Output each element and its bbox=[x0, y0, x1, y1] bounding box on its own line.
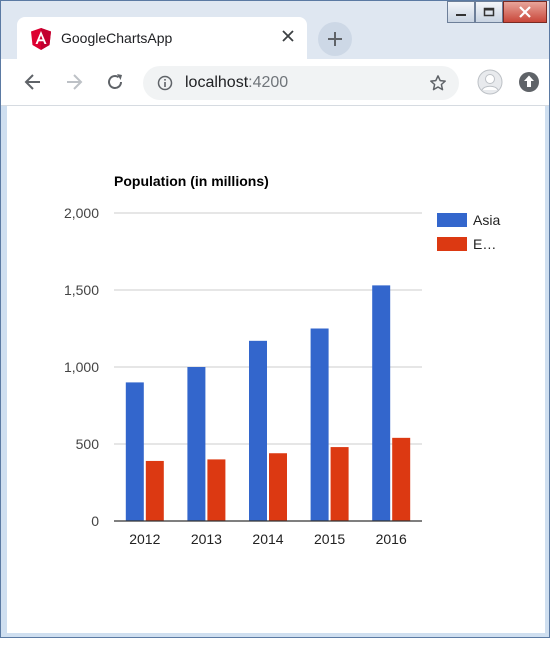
x-tick-label: 2014 bbox=[252, 531, 283, 547]
bar-europe-2016 bbox=[392, 437, 411, 521]
x-tick-label: 2013 bbox=[191, 531, 222, 547]
y-tick-label: 0 bbox=[91, 513, 99, 529]
reload-icon[interactable] bbox=[105, 72, 125, 92]
legend-swatch-asia bbox=[437, 213, 467, 227]
back-arrow-icon[interactable] bbox=[23, 72, 43, 92]
x-tick-label: 2012 bbox=[129, 531, 160, 547]
browser-window: GoogleChartsApp localhost:4200 bbox=[0, 0, 550, 638]
window-close-icon bbox=[519, 6, 531, 18]
bar-asia-2016 bbox=[372, 285, 391, 521]
star-icon[interactable] bbox=[429, 74, 447, 92]
population-chart: Population (in millions) 0 500 1,000 1,500 2,… bbox=[64, 173, 500, 547]
chart-title: Population (in millions) bbox=[114, 173, 269, 189]
x-tick-label: 2015 bbox=[314, 531, 345, 547]
bar-asia-2014 bbox=[249, 340, 267, 521]
profile-avatar-icon[interactable] bbox=[477, 69, 503, 95]
tab-close-icon[interactable] bbox=[281, 29, 295, 43]
tab-title: GoogleChartsApp bbox=[61, 30, 173, 46]
info-icon[interactable] bbox=[157, 75, 173, 91]
window-close-button[interactable] bbox=[503, 1, 547, 23]
y-tick-label: 1,500 bbox=[64, 282, 99, 298]
y-tick-label: 2,000 bbox=[64, 205, 99, 221]
url-text[interactable]: localhost:4200 bbox=[185, 74, 288, 92]
title-bar: GoogleChartsApp bbox=[1, 1, 549, 59]
bar-asia-2015 bbox=[310, 328, 329, 521]
bar-asia-2012 bbox=[125, 382, 144, 521]
browser-tab[interactable]: GoogleChartsApp bbox=[17, 17, 307, 59]
url-port: :4200 bbox=[248, 74, 289, 91]
legend-swatch-europe bbox=[437, 237, 467, 251]
legend-label-europe: E… bbox=[473, 236, 496, 252]
maximize-icon bbox=[483, 7, 495, 17]
bar-europe-2014 bbox=[269, 453, 287, 521]
update-icon[interactable] bbox=[518, 71, 540, 93]
bar-europe-2015 bbox=[330, 447, 349, 521]
bar-asia-2013 bbox=[187, 367, 206, 521]
y-tick-label: 500 bbox=[76, 436, 100, 452]
x-tick-label: 2016 bbox=[376, 531, 407, 547]
address-bar[interactable]: localhost:4200 bbox=[143, 66, 459, 100]
angular-logo-icon bbox=[31, 28, 51, 50]
new-tab-button[interactable] bbox=[318, 22, 352, 56]
window-controls bbox=[447, 1, 547, 23]
page-viewport: Population (in millions) 0 500 1,000 1,500 2,… bbox=[7, 106, 545, 633]
browser-toolbar: localhost:4200 bbox=[1, 59, 549, 106]
bar-europe-2013 bbox=[207, 459, 226, 521]
plus-icon bbox=[328, 32, 342, 46]
minimize-icon bbox=[456, 14, 466, 16]
minimize-button[interactable] bbox=[447, 1, 475, 23]
bar-europe-2012 bbox=[145, 460, 164, 521]
y-tick-label: 1,000 bbox=[64, 359, 99, 375]
url-host: localhost bbox=[185, 74, 249, 91]
maximize-button[interactable] bbox=[475, 1, 503, 23]
legend-label-asia: Asia bbox=[473, 212, 500, 228]
forward-arrow-icon[interactable] bbox=[64, 72, 84, 92]
